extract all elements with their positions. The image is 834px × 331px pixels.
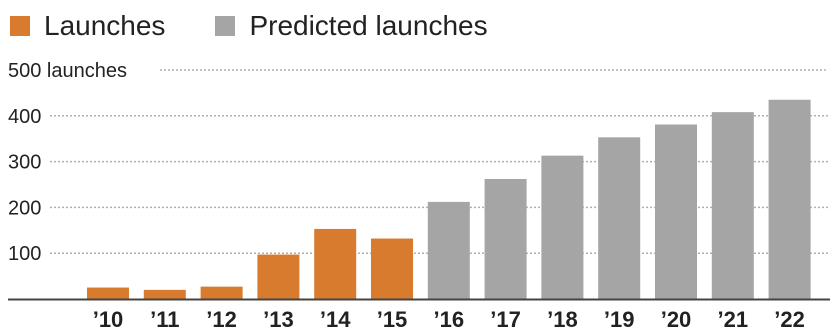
x-tick-label: ’22 xyxy=(774,307,805,331)
y-tick-label: 200 xyxy=(8,197,41,219)
y-tick-label: 100 xyxy=(8,243,41,265)
x-tick-label: ’17 xyxy=(490,307,521,331)
x-tick-label: ’20 xyxy=(661,307,692,331)
y-axis-ticks: 100 200 300 400 500 launches xyxy=(8,60,127,265)
x-tick-label: ’14 xyxy=(320,307,351,331)
x-tick-label: ’18 xyxy=(547,307,578,331)
legend-swatch-predicted xyxy=(215,16,236,36)
bar-launches xyxy=(143,289,186,299)
y-tick-label: 500 launches xyxy=(8,60,127,82)
x-tick-label: ’10 xyxy=(93,307,124,331)
bar-launches xyxy=(200,286,243,299)
bar-predicted-launches xyxy=(655,124,697,299)
bar-launches xyxy=(314,228,357,299)
legend-item-launches: Launches xyxy=(10,10,165,42)
x-tick-label: ’21 xyxy=(718,307,749,331)
bar-predicted-launches xyxy=(768,99,811,300)
bar-launches xyxy=(371,238,413,299)
x-axis-ticks: ’10 ’11 ’12 ’13 ’14 ’15 ’16 ’17 ’18 ’19 ’20 ’21 ’22 xyxy=(93,307,805,331)
bars xyxy=(87,99,811,300)
bar-predicted-launches xyxy=(711,112,754,299)
x-tick-label: ’12 xyxy=(206,307,237,331)
bar-predicted-launches xyxy=(598,137,641,299)
bar-predicted-launches xyxy=(484,179,527,299)
x-tick-label: ’16 xyxy=(434,307,465,331)
chart-legend: Launches Predicted launches xyxy=(10,8,538,44)
bar-predicted-launches xyxy=(427,201,470,299)
y-tick-label: 300 xyxy=(8,152,41,174)
x-tick-label: ’19 xyxy=(604,307,635,331)
bar-predicted-launches xyxy=(541,155,584,299)
x-tick-label: ’11 xyxy=(150,307,179,331)
bar-launches xyxy=(257,254,300,299)
y-tick-label: 400 xyxy=(8,106,41,128)
x-tick-label: ’13 xyxy=(263,307,294,331)
legend-swatch-launches xyxy=(10,16,30,36)
legend-label-launches: Launches xyxy=(44,10,166,41)
bar-launches xyxy=(87,287,129,299)
legend-label-predicted: Predicted launches xyxy=(249,10,488,41)
x-tick-label: ’15 xyxy=(377,307,408,331)
legend-item-predicted: Predicted launches xyxy=(215,10,488,42)
